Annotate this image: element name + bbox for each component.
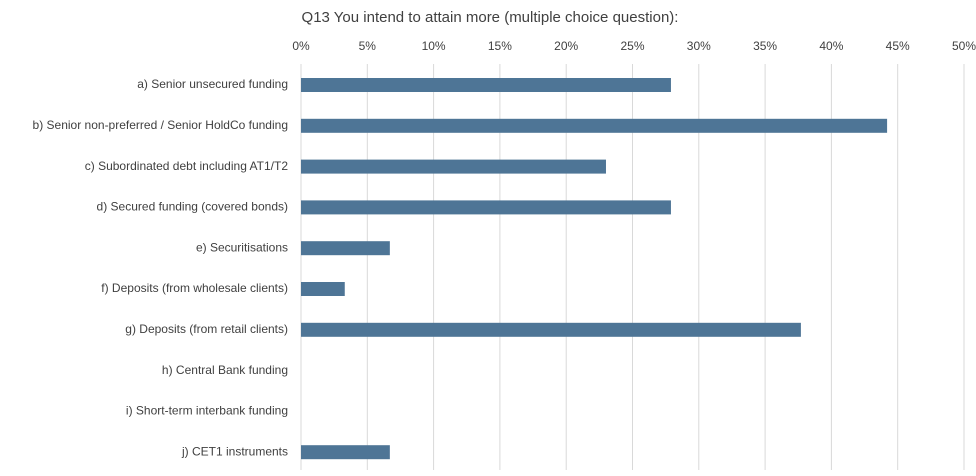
bar [301, 118, 888, 133]
x-tick-label: 10% [422, 39, 446, 53]
y-tick-label: b) Senior non-preferred / Senior HoldCo … [33, 118, 288, 132]
y-tick-label: c) Subordinated debt including AT1/T2 [85, 159, 289, 173]
y-tick-label: a) Senior unsecured funding [137, 77, 288, 91]
bar [301, 282, 345, 296]
x-tick-label: 40% [819, 39, 843, 53]
bar [301, 322, 801, 337]
x-tick-label: 30% [687, 39, 711, 53]
y-tick-label: j) CET1 instruments [181, 444, 288, 458]
bar [301, 200, 671, 215]
x-tick-label: 0% [292, 39, 310, 53]
bar [301, 78, 671, 92]
x-tick-label: 45% [886, 39, 910, 53]
x-tick-label: 5% [359, 39, 377, 53]
x-tick-label: 50% [952, 39, 976, 53]
y-tick-label: h) Central Bank funding [162, 363, 288, 377]
bar [301, 445, 390, 460]
x-tick-label: 15% [488, 39, 512, 53]
bar [301, 241, 390, 256]
chart-title: Q13 You intend to attain more (multiple … [302, 9, 679, 26]
y-tick-label: i) Short-term interbank funding [126, 404, 288, 418]
y-tick-label: g) Deposits (from retail clients) [125, 322, 288, 336]
y-tick-label: e) Securitisations [196, 240, 288, 254]
bar [301, 159, 606, 174]
x-tick-label: 35% [753, 39, 777, 53]
y-tick-label: f) Deposits (from wholesale clients) [101, 281, 288, 295]
x-tick-label: 25% [620, 39, 644, 53]
y-tick-label: d) Secured funding (covered bonds) [97, 200, 288, 214]
x-tick-label: 20% [554, 39, 578, 53]
